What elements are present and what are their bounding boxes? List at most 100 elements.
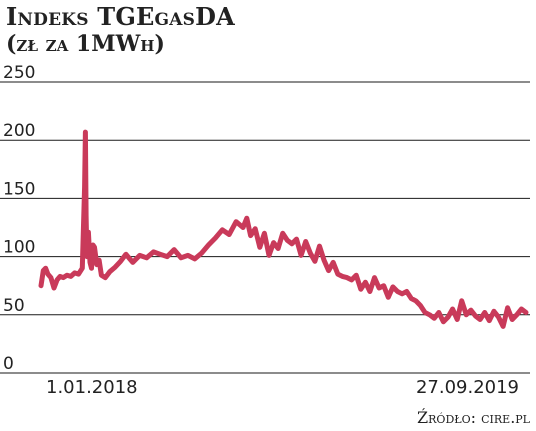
data-point	[501, 324, 506, 329]
data-point	[43, 266, 48, 271]
data-point	[52, 286, 57, 291]
data-point	[172, 247, 177, 252]
data-point	[76, 272, 81, 277]
series-line-1	[38, 129, 529, 329]
data-point	[92, 245, 97, 250]
data-point	[519, 307, 524, 312]
data-point	[423, 310, 428, 315]
data-point	[123, 252, 128, 257]
data-point	[322, 258, 327, 263]
data-point	[317, 244, 322, 249]
data-point	[137, 253, 142, 258]
data-point	[464, 312, 469, 317]
data-point	[377, 286, 382, 291]
data-point	[285, 238, 290, 243]
data-point	[450, 307, 455, 312]
data-point	[404, 289, 409, 294]
data-point	[213, 236, 218, 241]
data-point	[220, 227, 225, 232]
data-point	[68, 274, 73, 279]
data-point	[455, 317, 460, 322]
x-tick-label-start: 1.01.2018	[46, 377, 138, 398]
data-point	[335, 272, 340, 277]
data-point	[510, 317, 515, 322]
data-point	[144, 255, 149, 260]
data-point	[299, 253, 304, 258]
source-note: Źródło: cire.pl	[417, 408, 530, 427]
data-point	[244, 216, 249, 221]
data-point	[103, 275, 108, 280]
data-point	[289, 241, 294, 246]
data-point	[48, 275, 53, 280]
data-point	[432, 316, 437, 321]
data-point	[82, 184, 87, 189]
y-tick-label: 150	[3, 179, 35, 199]
chart-subtitle: (zł za 1MWh)	[6, 31, 165, 57]
data-point	[340, 274, 345, 279]
data-point	[345, 275, 350, 280]
y-tick-label: 100	[3, 238, 35, 258]
data-point	[312, 259, 317, 264]
data-point	[363, 280, 368, 285]
y-tick-label: 200	[3, 121, 35, 141]
data-point	[446, 315, 451, 320]
data-point	[253, 226, 258, 231]
data-point	[151, 249, 156, 254]
data-point	[326, 268, 331, 273]
data-point	[427, 312, 432, 317]
data-point	[390, 284, 395, 289]
y-axis-tick-labels: 0 50 100 150 200 250	[3, 63, 35, 374]
data-point	[84, 254, 89, 259]
gridlines	[0, 81, 530, 374]
data-point	[413, 298, 418, 303]
data-point	[276, 246, 281, 251]
data-point	[158, 252, 163, 257]
data-point	[234, 219, 239, 224]
data-point	[418, 303, 423, 308]
data-point	[381, 283, 386, 288]
data-point	[482, 310, 487, 315]
data-point	[206, 243, 211, 248]
data-point	[303, 239, 308, 244]
chart-title: Indeks TGEgasDA	[6, 2, 235, 31]
y-tick-label: 50	[3, 296, 25, 316]
data-point	[473, 314, 478, 319]
data-point	[80, 266, 85, 271]
data-point	[524, 310, 529, 315]
y-tick-label: 0	[3, 354, 14, 374]
data-point	[478, 317, 483, 322]
data-point	[179, 255, 184, 260]
data-point	[372, 275, 377, 280]
data-point	[358, 287, 363, 292]
data-point	[185, 253, 190, 258]
data-point	[107, 269, 112, 274]
data-point	[280, 231, 285, 236]
data-point	[97, 258, 102, 263]
series-layer	[38, 129, 529, 329]
data-point	[395, 289, 400, 294]
data-point	[83, 130, 88, 135]
data-point	[241, 225, 246, 230]
data-point	[39, 283, 44, 288]
data-point	[409, 296, 414, 301]
data-point	[441, 319, 446, 324]
data-point	[514, 312, 519, 317]
data-point	[165, 254, 170, 259]
data-point	[308, 251, 313, 256]
data-point	[192, 256, 197, 261]
data-point	[271, 240, 276, 245]
data-point	[386, 295, 391, 300]
data-point	[227, 232, 232, 237]
data-point	[257, 245, 262, 250]
data-point	[130, 260, 135, 265]
data-point	[459, 298, 464, 303]
data-point	[436, 310, 441, 315]
data-point	[491, 309, 496, 314]
data-point	[496, 315, 501, 320]
data-point	[367, 289, 372, 294]
data-point	[468, 308, 473, 313]
data-point	[262, 231, 267, 236]
y-tick-label: 250	[3, 63, 35, 83]
data-point	[199, 251, 204, 256]
